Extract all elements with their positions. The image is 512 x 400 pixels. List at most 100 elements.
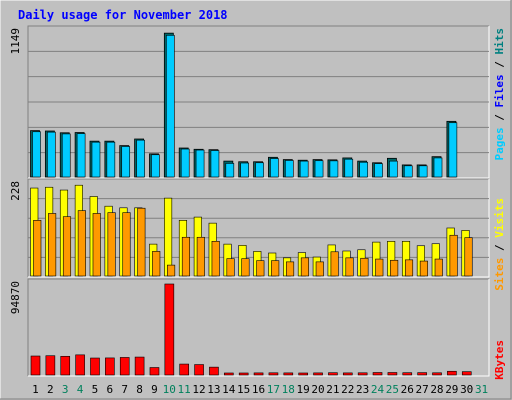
x-tick-label-9: 9: [151, 383, 158, 396]
bar-files-day-5: [91, 141, 101, 178]
x-tick-label-18: 18: [282, 383, 295, 396]
bar-sites-day-28: [434, 258, 443, 277]
y-max-label: 1149: [9, 28, 22, 55]
bar-kbytes-day-10: [164, 283, 175, 376]
bar-kbytes-day-12: [194, 364, 204, 376]
x-tick-label-10: 10: [163, 383, 176, 396]
bar-sites-day-13: [211, 240, 220, 277]
bar-sites-day-4: [77, 210, 86, 277]
bar-files-day-29: [448, 122, 458, 178]
legend-separator: /: [493, 55, 506, 75]
bar-kbytes-day-24: [372, 372, 383, 376]
bar-files-day-11: [180, 148, 190, 178]
bar-kbytes-day-27: [417, 372, 427, 376]
bar-kbytes-day-29: [447, 370, 457, 376]
x-tick-label-19: 19: [296, 383, 309, 396]
bar-sites-day-26: [404, 259, 414, 277]
bar-files-day-13: [210, 150, 220, 178]
legend-kbytes: KBytes: [493, 340, 506, 380]
bar-kbytes-day-25: [387, 372, 398, 376]
bar-kbytes-day-6: [105, 357, 115, 376]
bar-kbytes-day-16: [253, 372, 264, 376]
bar-sites-day-3: [62, 216, 72, 277]
bar-files-day-25: [389, 160, 398, 178]
x-tick-label-16: 16: [252, 383, 265, 396]
bar-files-day-6: [106, 141, 116, 178]
bar-sites-day-6: [107, 212, 116, 277]
bar-sites-day-25: [390, 259, 399, 277]
bar-kbytes-day-19: [298, 372, 308, 376]
bar-sites-day-15: [241, 258, 250, 277]
panel-kbytes: 94870: [9, 278, 490, 377]
y-max-label: 94870: [9, 281, 22, 314]
bar-kbytes-day-15: [238, 372, 249, 376]
bar-kbytes-day-5: [90, 357, 100, 376]
plot-border-light: [28, 279, 490, 377]
legend-separator: /: [493, 108, 506, 128]
bar-visits-day-10: [164, 197, 173, 277]
bar-sites-day-16: [256, 260, 265, 277]
bar-files-day-27: [418, 165, 428, 178]
bar-sites-day-9: [152, 251, 161, 277]
bar-files-day-4: [76, 133, 86, 178]
bar-kbytes-day-11: [179, 363, 190, 376]
bar-kbytes-day-2: [45, 355, 56, 376]
bar-sites-day-5: [92, 213, 101, 277]
x-tick-label-1: 1: [32, 383, 39, 396]
x-tick-label-2: 2: [47, 383, 54, 396]
bar-sites-day-14: [226, 258, 235, 277]
bar-files-day-12: [195, 149, 205, 178]
y-max-label: 228: [9, 181, 22, 201]
legend-hits: Hits: [493, 28, 506, 55]
bar-sites-day-7: [122, 212, 131, 277]
x-tick-label-22: 22: [341, 383, 354, 396]
bar-files-day-28: [433, 157, 443, 178]
x-tick-label-21: 21: [326, 383, 339, 396]
legend-sites: Sites: [493, 258, 506, 291]
x-tick-label-23: 23: [356, 383, 369, 396]
bar-kbytes-day-1: [30, 355, 41, 376]
bar-kbytes-day-23: [357, 372, 368, 376]
bar-files-day-20: [314, 160, 324, 178]
bar-files-day-19: [299, 160, 309, 178]
bar-files-day-24: [374, 163, 383, 178]
bar-files-day-17: [270, 158, 279, 178]
bar-sites-day-21: [330, 251, 339, 277]
x-tick-label-17: 17: [267, 383, 280, 396]
bar-kbytes-day-7: [119, 357, 130, 376]
bar-kbytes-day-18: [283, 372, 294, 376]
bar-files-day-1: [32, 131, 41, 178]
x-tick-label-12: 12: [192, 383, 205, 396]
bar-sites-day-1: [33, 220, 42, 277]
legend-files: Files: [493, 74, 506, 107]
bar-files-day-7: [121, 146, 131, 178]
bar-kbytes-day-20: [313, 372, 323, 376]
bar-files-day-23: [359, 161, 368, 178]
x-tick-label-24: 24: [371, 383, 385, 396]
x-tick-label-20: 20: [311, 383, 324, 396]
panel-hits-files-pages: 1149: [9, 25, 490, 179]
plot-border-dark: [27, 178, 489, 277]
panel-visits-sites: 228: [9, 178, 490, 278]
bar-sites-day-19: [300, 257, 309, 277]
bar-sites-day-24: [375, 258, 384, 277]
x-tick-label-30: 30: [460, 383, 473, 396]
bar-files-day-22: [344, 158, 354, 178]
x-tick-label-25: 25: [386, 383, 399, 396]
plot-border-dark: [27, 278, 489, 376]
plot-area: [28, 279, 489, 376]
bar-sites-day-30: [464, 237, 473, 277]
bar-files-day-14: [225, 163, 235, 178]
bar-sites-day-27: [419, 260, 428, 277]
legend-pages: Pages: [493, 127, 506, 160]
bar-kbytes-day-26: [402, 372, 413, 376]
bar-files-day-8: [136, 139, 145, 178]
bar-sites-day-17: [271, 260, 280, 277]
bar-files-day-10: [166, 35, 175, 178]
bar-sites-day-2: [48, 213, 57, 277]
bar-kbytes-day-13: [209, 366, 219, 376]
bar-sites-day-20: [315, 261, 324, 277]
bar-kbytes-day-21: [328, 372, 338, 376]
